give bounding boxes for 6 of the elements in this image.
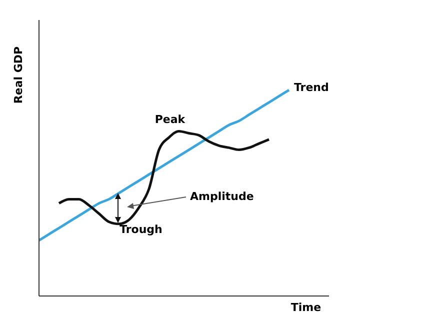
- series-label: Trend: [294, 81, 329, 94]
- annotation: Trough: [120, 223, 162, 236]
- x-axis-title: Time: [290, 301, 322, 314]
- annotation: Amplitude: [190, 190, 254, 203]
- annotation: Peak: [154, 113, 186, 126]
- y-axis-title: Real GDP: [12, 46, 25, 104]
